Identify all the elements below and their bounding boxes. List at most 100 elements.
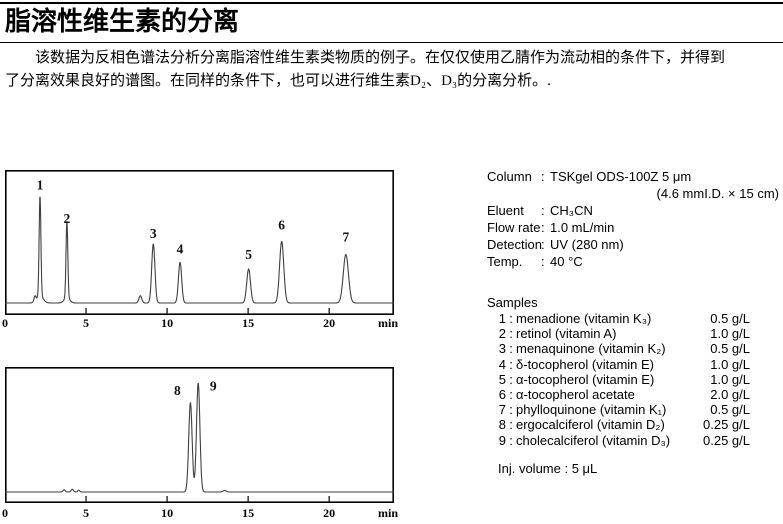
conditions-panel: Column : TSKgel ODS-100Z 5 μm (4.6 mmI.D… [487, 168, 779, 477]
condition-row-flow-rate: Flow rate : 1.0 mL/min [487, 219, 779, 236]
sample-concentration: 1.0 g/L [710, 371, 750, 387]
x-tick-label: 20 [323, 316, 336, 330]
top-rule [0, 2, 783, 5]
condition-label: Column [487, 169, 532, 184]
peak-label-7: 7 [342, 230, 349, 245]
x-tick-label: 10 [161, 316, 174, 330]
x-tick-label: 20 [323, 506, 336, 520]
chromatogram-upper-x-axis: 0 5 10 15 20 min [2, 316, 398, 331]
intro-line-1: 该数据为反相色谱法分析分离脂溶性维生素类物质的例子。在仅仅使用乙腈作为流动相的条… [35, 50, 726, 66]
sample-number: 6 [498, 387, 506, 403]
sample-separator: : [509, 371, 513, 387]
sample-separator: : [509, 387, 513, 403]
sample-number: 7 [498, 402, 506, 418]
chromatogram-plot: 1 2 3 4 5 6 7 [4, 170, 395, 315]
x-tick-label: 10 [161, 506, 174, 520]
peak-label-4: 4 [177, 241, 184, 256]
sample-row: 8 : ergocalciferol (vitamin D₂) 0.25 g/L [498, 417, 750, 432]
x-tick-label: 5 [83, 316, 90, 330]
x-tick-label: 0 [2, 316, 8, 330]
sample-separator: : [509, 432, 513, 448]
sample-separator: : [509, 326, 513, 342]
sample-separator: : [509, 402, 513, 418]
sample-name: δ-tocopherol (vitamin E) [516, 356, 655, 372]
sample-name: cholecalciferol (vitamin D₃) [516, 432, 671, 448]
sample-number: 8 [498, 417, 506, 433]
condition-value: TSKgel ODS-100Z 5 μm [550, 169, 692, 184]
condition-separator: : [541, 237, 545, 252]
condition-row-temp: Temp. : 40 °C [487, 253, 779, 270]
condition-separator: : [541, 220, 545, 235]
peak-label-1: 1 [37, 177, 44, 192]
peak-label-8: 8 [174, 383, 181, 398]
page-title: 脂溶性维生素的分离 [5, 7, 240, 36]
sample-concentration: 0.5 g/L [710, 311, 750, 326]
column-dimensions: (4.6 mmI.D. × 15 cm) [656, 186, 779, 201]
sample-row: 6 : α-tocopherol acetate 2.0 g/L [498, 387, 750, 402]
sample-number: 4 [498, 356, 506, 372]
peak-label-3: 3 [150, 226, 157, 241]
condition-label: Detection [487, 237, 542, 252]
sample-separator: : [509, 356, 513, 372]
condition-value: CH₃CN [550, 203, 593, 218]
sample-row: 5 : α-tocopherol (vitamin E) 1.0 g/L [498, 372, 750, 387]
sample-name: α-tocopherol (vitamin E) [516, 371, 655, 387]
sample-concentration: 0.5 g/L [710, 402, 750, 418]
plot-border [5, 170, 394, 315]
sample-row: 7 : phylloquinone (vitamin K₁) 0.5 g/L [498, 402, 750, 417]
peak-label-5: 5 [245, 247, 252, 262]
sample-row: 1 : menadione (vitamin K₃) 0.5 g/L [498, 311, 750, 326]
trace [4, 196, 395, 304]
condition-value: UV (280 nm) [550, 237, 624, 252]
intro-line-2: 了分离效果良好的谱图。在同样的条件下，也可以进行维生素D₂、D₃的分离分析。. [5, 73, 551, 89]
sample-name: menaquinone (vitamin K₂) [516, 341, 666, 357]
sample-number: 9 [498, 432, 506, 448]
title-underline [0, 42, 783, 44]
condition-value: 1.0 mL/min [550, 220, 615, 235]
sample-name: α-tocopherol acetate [516, 387, 635, 403]
x-axis-unit-label: min [377, 316, 398, 330]
condition-label: Temp. [487, 254, 523, 269]
sample-name: ergocalciferol (vitamin D₂) [516, 417, 665, 433]
sample-name: retinol (vitamin A) [516, 326, 617, 342]
chromatogram-lower-x-axis: 0 5 10 15 20 min [2, 506, 398, 521]
condition-separator: : [541, 203, 545, 218]
condition-row-column: Column : TSKgel ODS-100Z 5 μm [487, 168, 779, 185]
sample-number: 3 [498, 341, 506, 357]
x-tick-label: 5 [83, 506, 90, 520]
sample-row: 4 : δ-tocopherol (vitamin E) 1.0 g/L [498, 357, 750, 372]
x-tick-label: 15 [242, 506, 255, 520]
samples-heading: Samples [487, 295, 538, 310]
x-axis-unit-label: min [377, 506, 398, 520]
sample-number: 5 [498, 371, 506, 387]
x-tick-label: 15 [242, 316, 255, 330]
sample-row: 2 : retinol (vitamin A) 1.0 g/L [498, 326, 750, 341]
plot-border [5, 367, 394, 503]
sample-row: 9 : cholecalciferol (vitamin D₃) 0.25 g/… [498, 433, 750, 448]
condition-value: 40 °C [550, 254, 583, 269]
injection-volume: Inj. volume : 5 μL [498, 460, 598, 476]
sample-concentration: 0.25 g/L [703, 432, 750, 448]
sample-number: 1 [498, 311, 506, 326]
conditions-block: Column : TSKgel ODS-100Z 5 μm (4.6 mmI.D… [487, 168, 779, 270]
sample-concentration: 1.0 g/L [710, 356, 750, 372]
chromatogram-upper: 1 2 3 4 5 6 7 [4, 170, 395, 315]
sample-concentration: 1.0 g/L [710, 326, 750, 342]
sample-separator: : [509, 341, 513, 357]
sample-concentration: 2.0 g/L [710, 387, 750, 403]
condition-separator: : [541, 169, 545, 184]
condition-row-eluent: Eluent : CH₃CN [487, 202, 779, 219]
condition-separator: : [541, 254, 545, 269]
condition-label: Flow rate [487, 220, 541, 235]
x-tick-label: 0 [2, 506, 8, 520]
peak-label-2: 2 [64, 211, 71, 226]
intro-paragraph: 该数据为反相色谱法分析分离脂溶性维生素类物质的例子。在仅仅使用乙腈作为流动相的条… [5, 47, 783, 93]
sample-name: menadione (vitamin K₃) [516, 311, 652, 326]
peak-label-9: 9 [210, 378, 217, 393]
sample-number: 2 [498, 326, 506, 342]
condition-row-detection: Detection : UV (280 nm) [487, 236, 779, 253]
sample-row: 3 : menaquinone (vitamin K₂) 0.5 g/L [498, 341, 750, 356]
